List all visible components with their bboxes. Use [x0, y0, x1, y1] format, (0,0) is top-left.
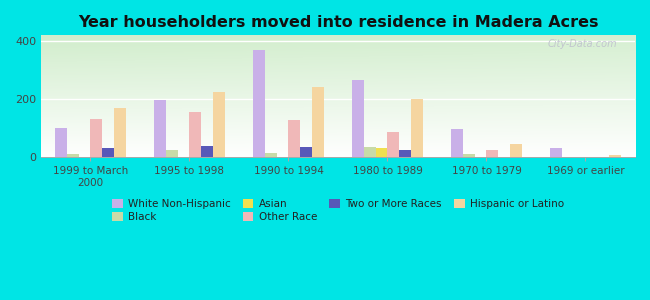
Bar	[486, 150, 499, 157]
Bar	[300, 147, 312, 157]
Bar	[265, 153, 277, 157]
Bar	[154, 100, 166, 157]
Bar	[510, 144, 522, 157]
Bar	[90, 119, 102, 157]
Bar	[550, 148, 562, 157]
Bar	[609, 154, 621, 157]
Bar	[411, 99, 423, 157]
Bar	[376, 148, 387, 157]
Bar	[67, 154, 79, 157]
Bar	[166, 150, 177, 157]
Bar	[253, 50, 265, 157]
Bar	[364, 147, 376, 157]
Bar	[55, 128, 67, 157]
Bar	[213, 92, 225, 157]
Text: City-Data.com: City-Data.com	[547, 39, 618, 49]
Bar	[114, 108, 126, 157]
Legend: White Non-Hispanic, Black, Asian, Other Race, Two or More Races, Hispanic or Lat: White Non-Hispanic, Black, Asian, Other …	[112, 199, 564, 222]
Bar	[352, 80, 364, 157]
Bar	[399, 150, 411, 157]
Bar	[202, 146, 213, 157]
Title: Year householders moved into residence in Madera Acres: Year householders moved into residence i…	[78, 15, 598, 30]
Bar	[289, 120, 300, 157]
Bar	[387, 132, 399, 157]
Bar	[312, 87, 324, 157]
Bar	[463, 154, 474, 157]
Bar	[190, 112, 202, 157]
Bar	[451, 129, 463, 157]
Bar	[102, 148, 114, 157]
